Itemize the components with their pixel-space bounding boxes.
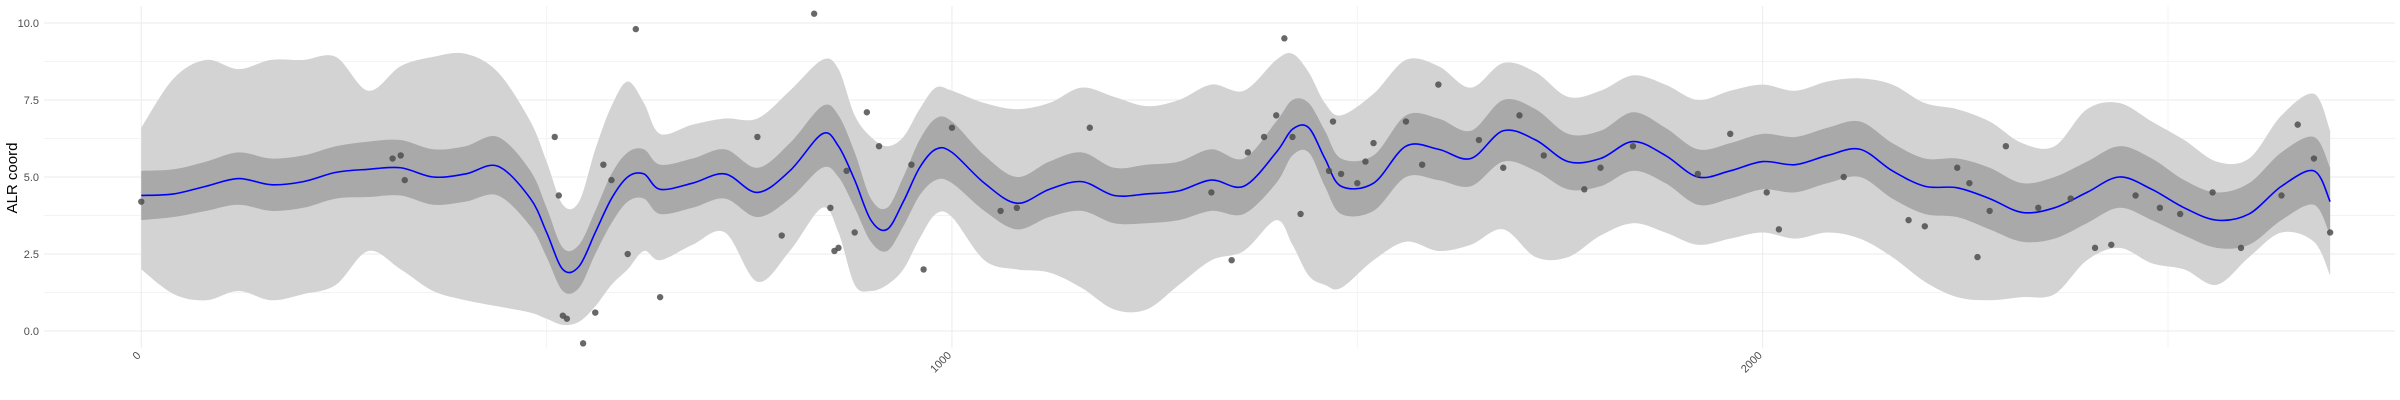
posterior-mean-line xyxy=(141,124,2331,274)
data-point xyxy=(1354,179,1361,187)
data-point xyxy=(1775,226,1783,233)
y-tick-label: 2.5 xyxy=(24,249,39,261)
data-point xyxy=(2067,195,2074,202)
y-tick-label: 10.0 xyxy=(18,18,39,30)
data-point xyxy=(1905,216,1912,224)
x-tick-label: 2000 xyxy=(1739,350,1765,376)
data-point xyxy=(1966,179,1973,187)
data-point xyxy=(1337,170,1345,178)
x-tick-label: 1000 xyxy=(928,350,954,376)
data-point xyxy=(754,133,761,141)
data-point xyxy=(1370,139,1377,147)
y-axis-title: ALR coord xyxy=(4,143,21,214)
y-tick-label: 7.5 xyxy=(24,95,39,107)
data-point xyxy=(1974,253,1981,261)
data-point xyxy=(1986,207,1993,215)
data-point xyxy=(1260,133,1268,141)
inner-credible-band xyxy=(141,98,2331,294)
data-point xyxy=(1329,118,1337,125)
data-point xyxy=(1954,164,1961,171)
data-point xyxy=(1435,81,1442,88)
data-point xyxy=(1289,133,1296,141)
data-point xyxy=(138,198,145,205)
data-point xyxy=(624,250,631,258)
data-point xyxy=(1694,170,1702,178)
data-point xyxy=(810,10,818,17)
x-tick-label: 0 xyxy=(131,350,144,363)
data-point xyxy=(1208,189,1215,196)
y-axis-ticks: 0.0 2.5 5.0 7.5 10.0 xyxy=(18,18,39,338)
data-point xyxy=(2326,229,2334,236)
data-point xyxy=(600,161,607,168)
data-point xyxy=(656,293,664,301)
data-point xyxy=(1362,158,1369,165)
y-tick-label: 5.0 xyxy=(24,172,39,184)
x-axis-ticks: 0 1000 2000 xyxy=(131,350,1765,376)
data-point xyxy=(551,133,558,141)
data-point xyxy=(835,244,842,252)
data-point xyxy=(579,340,587,347)
data-point xyxy=(1540,152,1547,159)
data-point xyxy=(1840,173,1847,181)
data-point xyxy=(778,232,785,239)
data-point xyxy=(2176,210,2184,218)
mean-line-path xyxy=(141,124,2331,274)
data-point xyxy=(863,109,871,116)
data-point xyxy=(2278,192,2285,199)
data-point xyxy=(1763,189,1770,196)
data-point xyxy=(997,207,1004,215)
data-point xyxy=(1921,223,1929,230)
data-point xyxy=(1418,161,1426,168)
data-point xyxy=(1581,186,1588,193)
data-point xyxy=(2209,189,2216,196)
data-point xyxy=(563,315,571,322)
data-point xyxy=(948,124,956,131)
data-point xyxy=(1228,256,1235,264)
data-point xyxy=(1086,124,1093,131)
data-point xyxy=(608,176,615,184)
data-point xyxy=(827,204,834,212)
data-point xyxy=(1597,164,1604,171)
data-point xyxy=(2294,121,2301,128)
data-point xyxy=(875,142,883,150)
data-point xyxy=(592,309,599,316)
data-point xyxy=(555,192,562,199)
data-point xyxy=(389,155,396,162)
data-point xyxy=(2132,192,2139,199)
inner-band-area xyxy=(141,98,2331,294)
data-point xyxy=(632,25,640,33)
data-point xyxy=(843,167,850,175)
data-point xyxy=(1727,130,1734,138)
observation-points xyxy=(138,10,2334,347)
data-point xyxy=(1325,167,1333,175)
data-point xyxy=(1273,112,1280,119)
data-point xyxy=(2108,241,2115,248)
data-point xyxy=(1013,204,1021,212)
data-point xyxy=(2156,204,2164,212)
data-point xyxy=(2237,244,2245,252)
data-point xyxy=(397,152,404,159)
data-point xyxy=(851,229,858,236)
data-point xyxy=(401,176,408,184)
data-point xyxy=(1244,149,1252,156)
data-point xyxy=(2091,244,2099,252)
data-point xyxy=(2035,204,2042,212)
data-point xyxy=(2310,155,2318,162)
y-tick-label: 0.0 xyxy=(24,326,39,338)
data-point xyxy=(1297,210,1304,218)
data-point xyxy=(920,266,927,273)
data-point xyxy=(1516,112,1523,119)
data-point xyxy=(1402,118,1410,125)
data-point xyxy=(1281,35,1288,42)
data-point xyxy=(1500,164,1507,171)
data-point xyxy=(1475,136,1483,144)
data-point xyxy=(2002,142,2010,150)
data-point xyxy=(908,161,915,168)
data-point xyxy=(1629,142,1637,150)
